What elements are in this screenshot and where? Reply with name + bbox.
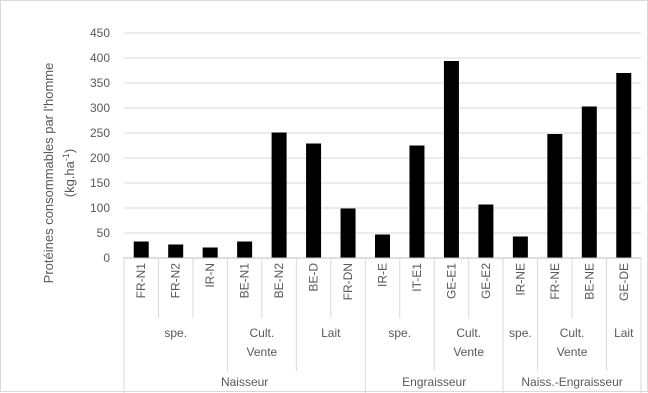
- category-label: IR-N: [203, 263, 217, 288]
- y-tick-label: 150: [90, 176, 110, 190]
- group-level2-label: Vente: [453, 345, 484, 359]
- group-level2-label: Vente: [247, 345, 278, 359]
- bars: [133, 61, 632, 258]
- bar-ir-n: [202, 247, 218, 258]
- group-level2-label: spe.: [164, 326, 187, 340]
- bar-fr-n2: [168, 244, 184, 258]
- y-tick-label: 400: [90, 51, 110, 65]
- gridlines: [124, 32, 641, 234]
- x-axis-structure: [123, 257, 642, 393]
- y-tick-label: 450: [90, 26, 110, 40]
- group-level1-label: Engraisseur: [402, 375, 466, 389]
- category-label: IT-E1: [410, 263, 424, 292]
- bar-ir-ne: [512, 236, 528, 258]
- bar-be-n2: [271, 132, 287, 258]
- category-label: FR-N1: [134, 263, 148, 299]
- category-label: IR-E: [376, 263, 390, 287]
- group-labels: spe. Cult. Vente Lait spe. Cult. Vente spe. Cult…: [164, 326, 634, 389]
- bar-ir-e: [375, 234, 390, 258]
- group-level2-label: spe.: [388, 326, 411, 340]
- bar-be-d: [306, 143, 322, 258]
- y-axis-label-line2: (kg.ha-1): [61, 149, 77, 198]
- y-tick-label: 250: [90, 126, 110, 140]
- category-label: IR-NE: [513, 263, 527, 296]
- y-tick-label: 100: [90, 201, 110, 215]
- bar-fr-ne: [547, 134, 563, 258]
- group-level2-label: Lait: [321, 326, 341, 340]
- y-tick-label: 350: [90, 76, 110, 90]
- group-level2-label: Vente: [557, 345, 588, 359]
- category-label: FR-NE: [548, 263, 562, 300]
- bar-be-ne: [581, 106, 597, 258]
- bar-fr-dn: [340, 208, 356, 258]
- bar-ge-e1: [443, 61, 459, 258]
- y-axis-label-line1: Protéines consommables par l'homme: [41, 63, 56, 284]
- bar-ge-e2: [478, 204, 494, 258]
- category-label: BE-NE: [582, 263, 596, 300]
- category-label: BE-N2: [272, 263, 286, 299]
- group-level2-label: Cult.: [560, 326, 585, 340]
- y-axis-unit-exponent: -1: [61, 153, 71, 161]
- category-labels: FR-N1 FR-N2 IR-N BE-N1 BE-N2 BE-D FR-DN IR-E IT-…: [134, 263, 631, 301]
- y-axis-ticks: 0 50 100 150 200 250 300 350 400 450: [90, 26, 110, 265]
- bar-be-n1: [237, 241, 253, 258]
- group-level2-label: Cult.: [456, 326, 481, 340]
- category-label: BE-N1: [238, 263, 252, 299]
- y-tick-label: 200: [90, 151, 110, 165]
- y-axis-unit: (kg.ha: [62, 160, 77, 197]
- group-level2-label: spe.: [509, 326, 532, 340]
- group-level1-label: Naisseur: [221, 375, 268, 389]
- bar-it-e1: [409, 145, 425, 258]
- category-label: GE-DE: [617, 263, 631, 301]
- y-axis-unit-close: ): [62, 149, 77, 153]
- category-label: FR-N2: [169, 263, 183, 299]
- group-level2-label: Cult.: [250, 326, 275, 340]
- bar-ge-de: [616, 73, 632, 258]
- group-level1-label: Naiss.-Engraisseur: [521, 375, 622, 389]
- category-label: BE-D: [307, 263, 321, 292]
- bar-fr-n1: [133, 241, 149, 258]
- category-label: GE-E1: [444, 263, 458, 299]
- group-level2-label: Lait: [614, 326, 634, 340]
- category-label: GE-E2: [479, 263, 493, 299]
- y-tick-label: 0: [103, 251, 110, 265]
- y-tick-label: 300: [90, 101, 110, 115]
- y-tick-label: 50: [97, 226, 111, 240]
- category-label: FR-DN: [341, 263, 355, 300]
